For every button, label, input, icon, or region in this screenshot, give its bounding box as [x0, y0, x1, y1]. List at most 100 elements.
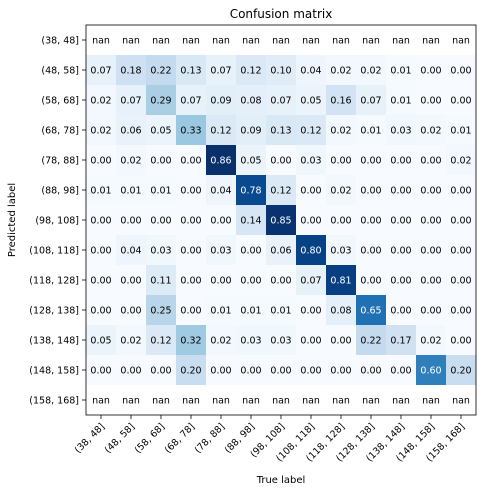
- heatmap-cell: [266, 25, 296, 55]
- heatmap-cell: [146, 295, 176, 325]
- heatmap-cell: [326, 115, 356, 145]
- heatmap-cell: [326, 205, 356, 235]
- cell-value-label: 0.02: [90, 126, 111, 137]
- cell-value-label: 0.00: [390, 366, 411, 377]
- heatmap-cell: [116, 205, 146, 235]
- cell-value-label: 0.00: [120, 366, 141, 377]
- heatmap-cell: [356, 25, 386, 55]
- heatmap-cell: [296, 355, 326, 385]
- cell-value-label: 0.01: [390, 96, 411, 107]
- cell-value-label: 0.01: [450, 126, 471, 137]
- y-tick-label: (58, 68]: [41, 96, 79, 107]
- cell-value-label: 0.00: [150, 366, 171, 377]
- heatmap-cell: [236, 295, 266, 325]
- cell-value-label: 0.00: [330, 156, 351, 167]
- heatmap-cell: [326, 25, 356, 55]
- heatmap-cell: [266, 175, 296, 205]
- heatmap-cell: [206, 55, 236, 85]
- cell-value-label: nan: [452, 396, 470, 407]
- heatmap-cell: [416, 115, 446, 145]
- cell-value-label: nan: [272, 396, 290, 407]
- heatmap-cell: [386, 355, 416, 385]
- heatmap-cell: [446, 235, 476, 265]
- cell-value-label: 0.01: [90, 186, 111, 197]
- cell-value-label: 0.00: [330, 336, 351, 347]
- cell-value-label: 0.86: [210, 156, 231, 167]
- heatmap-cell: [176, 175, 206, 205]
- heatmap-cell: [446, 55, 476, 85]
- cell-value-label: 0.81: [330, 276, 351, 287]
- heatmap-cell: [266, 325, 296, 355]
- cell-value-label: 0.07: [360, 96, 381, 107]
- cell-value-label: 0.00: [420, 66, 441, 77]
- cell-value-label: 0.03: [390, 126, 411, 137]
- heatmap-cell: [86, 295, 116, 325]
- heatmap-cell: [116, 235, 146, 265]
- heatmap-cell: [296, 175, 326, 205]
- heatmap-cell: [236, 385, 266, 415]
- chart-title: Confusion matrix: [230, 7, 333, 21]
- cell-value-label: 0.32: [180, 336, 201, 347]
- heatmap-cell: [296, 295, 326, 325]
- heatmap-cell: [356, 265, 386, 295]
- heatmap-cell: [86, 175, 116, 205]
- y-tick-label: (118, 128]: [29, 276, 79, 287]
- heatmap-cell: [86, 25, 116, 55]
- cell-value-label: 0.05: [90, 336, 111, 347]
- cell-value-label: 0.10: [270, 66, 291, 77]
- heatmap-cell: [356, 205, 386, 235]
- cell-value-label: 0.05: [300, 96, 321, 107]
- heatmap-cells: [86, 25, 476, 415]
- cell-value-label: nan: [332, 396, 350, 407]
- heatmap-cell: [386, 55, 416, 85]
- heatmap-cell: [266, 355, 296, 385]
- heatmap-cell: [356, 385, 386, 415]
- heatmap-cell: [116, 265, 146, 295]
- heatmap-cell: [446, 25, 476, 55]
- cell-value-label: 0.00: [450, 336, 471, 347]
- cell-value-label: 0.20: [450, 366, 471, 377]
- heatmap-cell: [416, 295, 446, 325]
- cell-value-label: nan: [152, 396, 170, 407]
- cell-value-label: 0.00: [420, 276, 441, 287]
- heatmap-cell: [326, 55, 356, 85]
- cell-value-label: 0.00: [300, 306, 321, 317]
- cell-value-label: 0.02: [330, 66, 351, 77]
- cell-value-label: 0.01: [120, 186, 141, 197]
- cell-value-label: 0.65: [360, 306, 381, 317]
- cell-value-label: 0.16: [330, 96, 351, 107]
- cell-value-label: 0.02: [210, 336, 231, 347]
- heatmap-cell: [386, 205, 416, 235]
- heatmap-cell: [296, 85, 326, 115]
- cell-value-label: 0.00: [120, 276, 141, 287]
- heatmap-cell: [416, 325, 446, 355]
- heatmap-cell: [116, 325, 146, 355]
- cell-value-label: 0.08: [240, 96, 261, 107]
- heatmap-cell: [326, 175, 356, 205]
- cell-value-label: 0.60: [420, 366, 441, 377]
- cell-value-label: 0.00: [120, 306, 141, 317]
- cell-value-label: 0.04: [120, 246, 141, 257]
- cell-value-label: 0.02: [120, 336, 141, 347]
- heatmap-cell: [146, 355, 176, 385]
- cell-value-label: 0.00: [390, 216, 411, 227]
- cell-value-label: 0.80: [300, 246, 321, 257]
- cell-value-label: 0.00: [360, 246, 381, 257]
- heatmap-cell: [116, 145, 146, 175]
- cell-value-label: 0.00: [360, 276, 381, 287]
- cell-value-label: 0.00: [450, 306, 471, 317]
- y-tick-label: (78, 88]: [41, 156, 79, 167]
- cell-value-label: nan: [152, 36, 170, 47]
- cell-value-label: 0.03: [210, 246, 231, 257]
- cell-value-label: nan: [362, 36, 380, 47]
- cell-value-label: 0.00: [300, 216, 321, 227]
- cell-value-label: 0.02: [90, 96, 111, 107]
- cell-value-label: 0.00: [90, 216, 111, 227]
- y-tick-label: (158, 168]: [29, 396, 79, 407]
- heatmap-cell: [296, 205, 326, 235]
- cell-value-label: nan: [92, 36, 110, 47]
- cell-value-label: 0.00: [360, 366, 381, 377]
- heatmap-cell: [386, 175, 416, 205]
- heatmap-cell: [206, 325, 236, 355]
